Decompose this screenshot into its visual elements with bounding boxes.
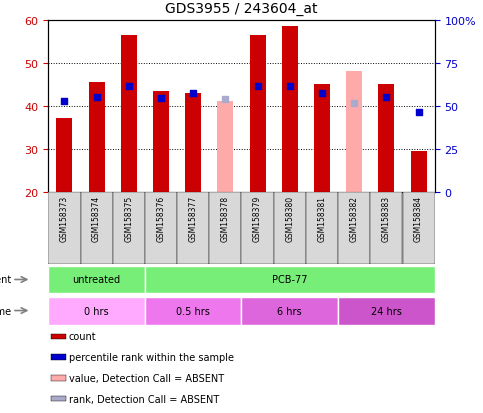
Bar: [145, 192, 177, 264]
Bar: [57, 119, 72, 192]
Text: 6 hrs: 6 hrs: [278, 306, 302, 316]
Bar: [242, 297, 338, 325]
Text: GSM158379: GSM158379: [253, 196, 262, 242]
Bar: [145, 297, 242, 325]
Bar: [338, 297, 435, 325]
Bar: [250, 36, 266, 192]
Text: time: time: [0, 306, 12, 316]
Bar: [48, 297, 145, 325]
Text: 24 hrs: 24 hrs: [371, 306, 402, 316]
Point: [415, 109, 423, 116]
Bar: [48, 192, 81, 264]
Bar: [48, 266, 145, 294]
Bar: [378, 85, 395, 192]
Bar: [177, 192, 209, 264]
Bar: [306, 192, 338, 264]
Text: GSM158374: GSM158374: [92, 196, 101, 242]
Bar: [51, 334, 66, 339]
Point: [189, 90, 197, 97]
Bar: [242, 192, 274, 264]
Point: [383, 95, 390, 101]
Text: GSM158378: GSM158378: [221, 196, 230, 242]
Point: [286, 84, 294, 90]
Bar: [282, 27, 298, 192]
Text: agent: agent: [0, 275, 12, 285]
Text: GSM158375: GSM158375: [124, 196, 133, 242]
Text: GDS3955 / 243604_at: GDS3955 / 243604_at: [165, 2, 318, 16]
Text: rank, Detection Call = ABSENT: rank, Detection Call = ABSENT: [69, 394, 219, 404]
Bar: [274, 192, 306, 264]
Text: GSM158380: GSM158380: [285, 196, 294, 242]
Point: [125, 84, 133, 90]
Bar: [370, 192, 402, 264]
Bar: [217, 102, 233, 192]
Bar: [314, 85, 330, 192]
Text: 0.5 hrs: 0.5 hrs: [176, 306, 210, 316]
Bar: [51, 354, 66, 360]
Text: GSM158381: GSM158381: [317, 196, 327, 242]
Bar: [338, 192, 370, 264]
Bar: [145, 266, 435, 294]
Bar: [48, 192, 435, 264]
Text: GSM158377: GSM158377: [189, 196, 198, 242]
Text: PCB-77: PCB-77: [272, 275, 308, 285]
Bar: [113, 192, 145, 264]
Bar: [402, 192, 435, 264]
Text: GSM158382: GSM158382: [350, 196, 359, 242]
Text: count: count: [69, 332, 96, 342]
Bar: [88, 83, 105, 192]
Bar: [153, 91, 169, 192]
Text: untreated: untreated: [72, 275, 121, 285]
Text: value, Detection Call = ABSENT: value, Detection Call = ABSENT: [69, 373, 224, 383]
Bar: [51, 375, 66, 381]
Point: [93, 95, 100, 101]
Bar: [81, 192, 113, 264]
Text: GSM158373: GSM158373: [60, 196, 69, 242]
Text: GSM158383: GSM158383: [382, 196, 391, 242]
Text: GSM158376: GSM158376: [156, 196, 166, 242]
Text: 0 hrs: 0 hrs: [85, 306, 109, 316]
Point: [350, 101, 358, 107]
Bar: [51, 396, 66, 401]
Point: [318, 90, 326, 97]
Text: percentile rank within the sample: percentile rank within the sample: [69, 352, 234, 362]
Bar: [209, 192, 242, 264]
Point: [157, 95, 165, 102]
Point: [222, 97, 229, 103]
Bar: [185, 93, 201, 192]
Bar: [411, 151, 426, 192]
Bar: [121, 36, 137, 192]
Point: [60, 99, 68, 105]
Point: [254, 84, 261, 90]
Bar: [346, 72, 362, 192]
Text: GSM158384: GSM158384: [414, 196, 423, 242]
